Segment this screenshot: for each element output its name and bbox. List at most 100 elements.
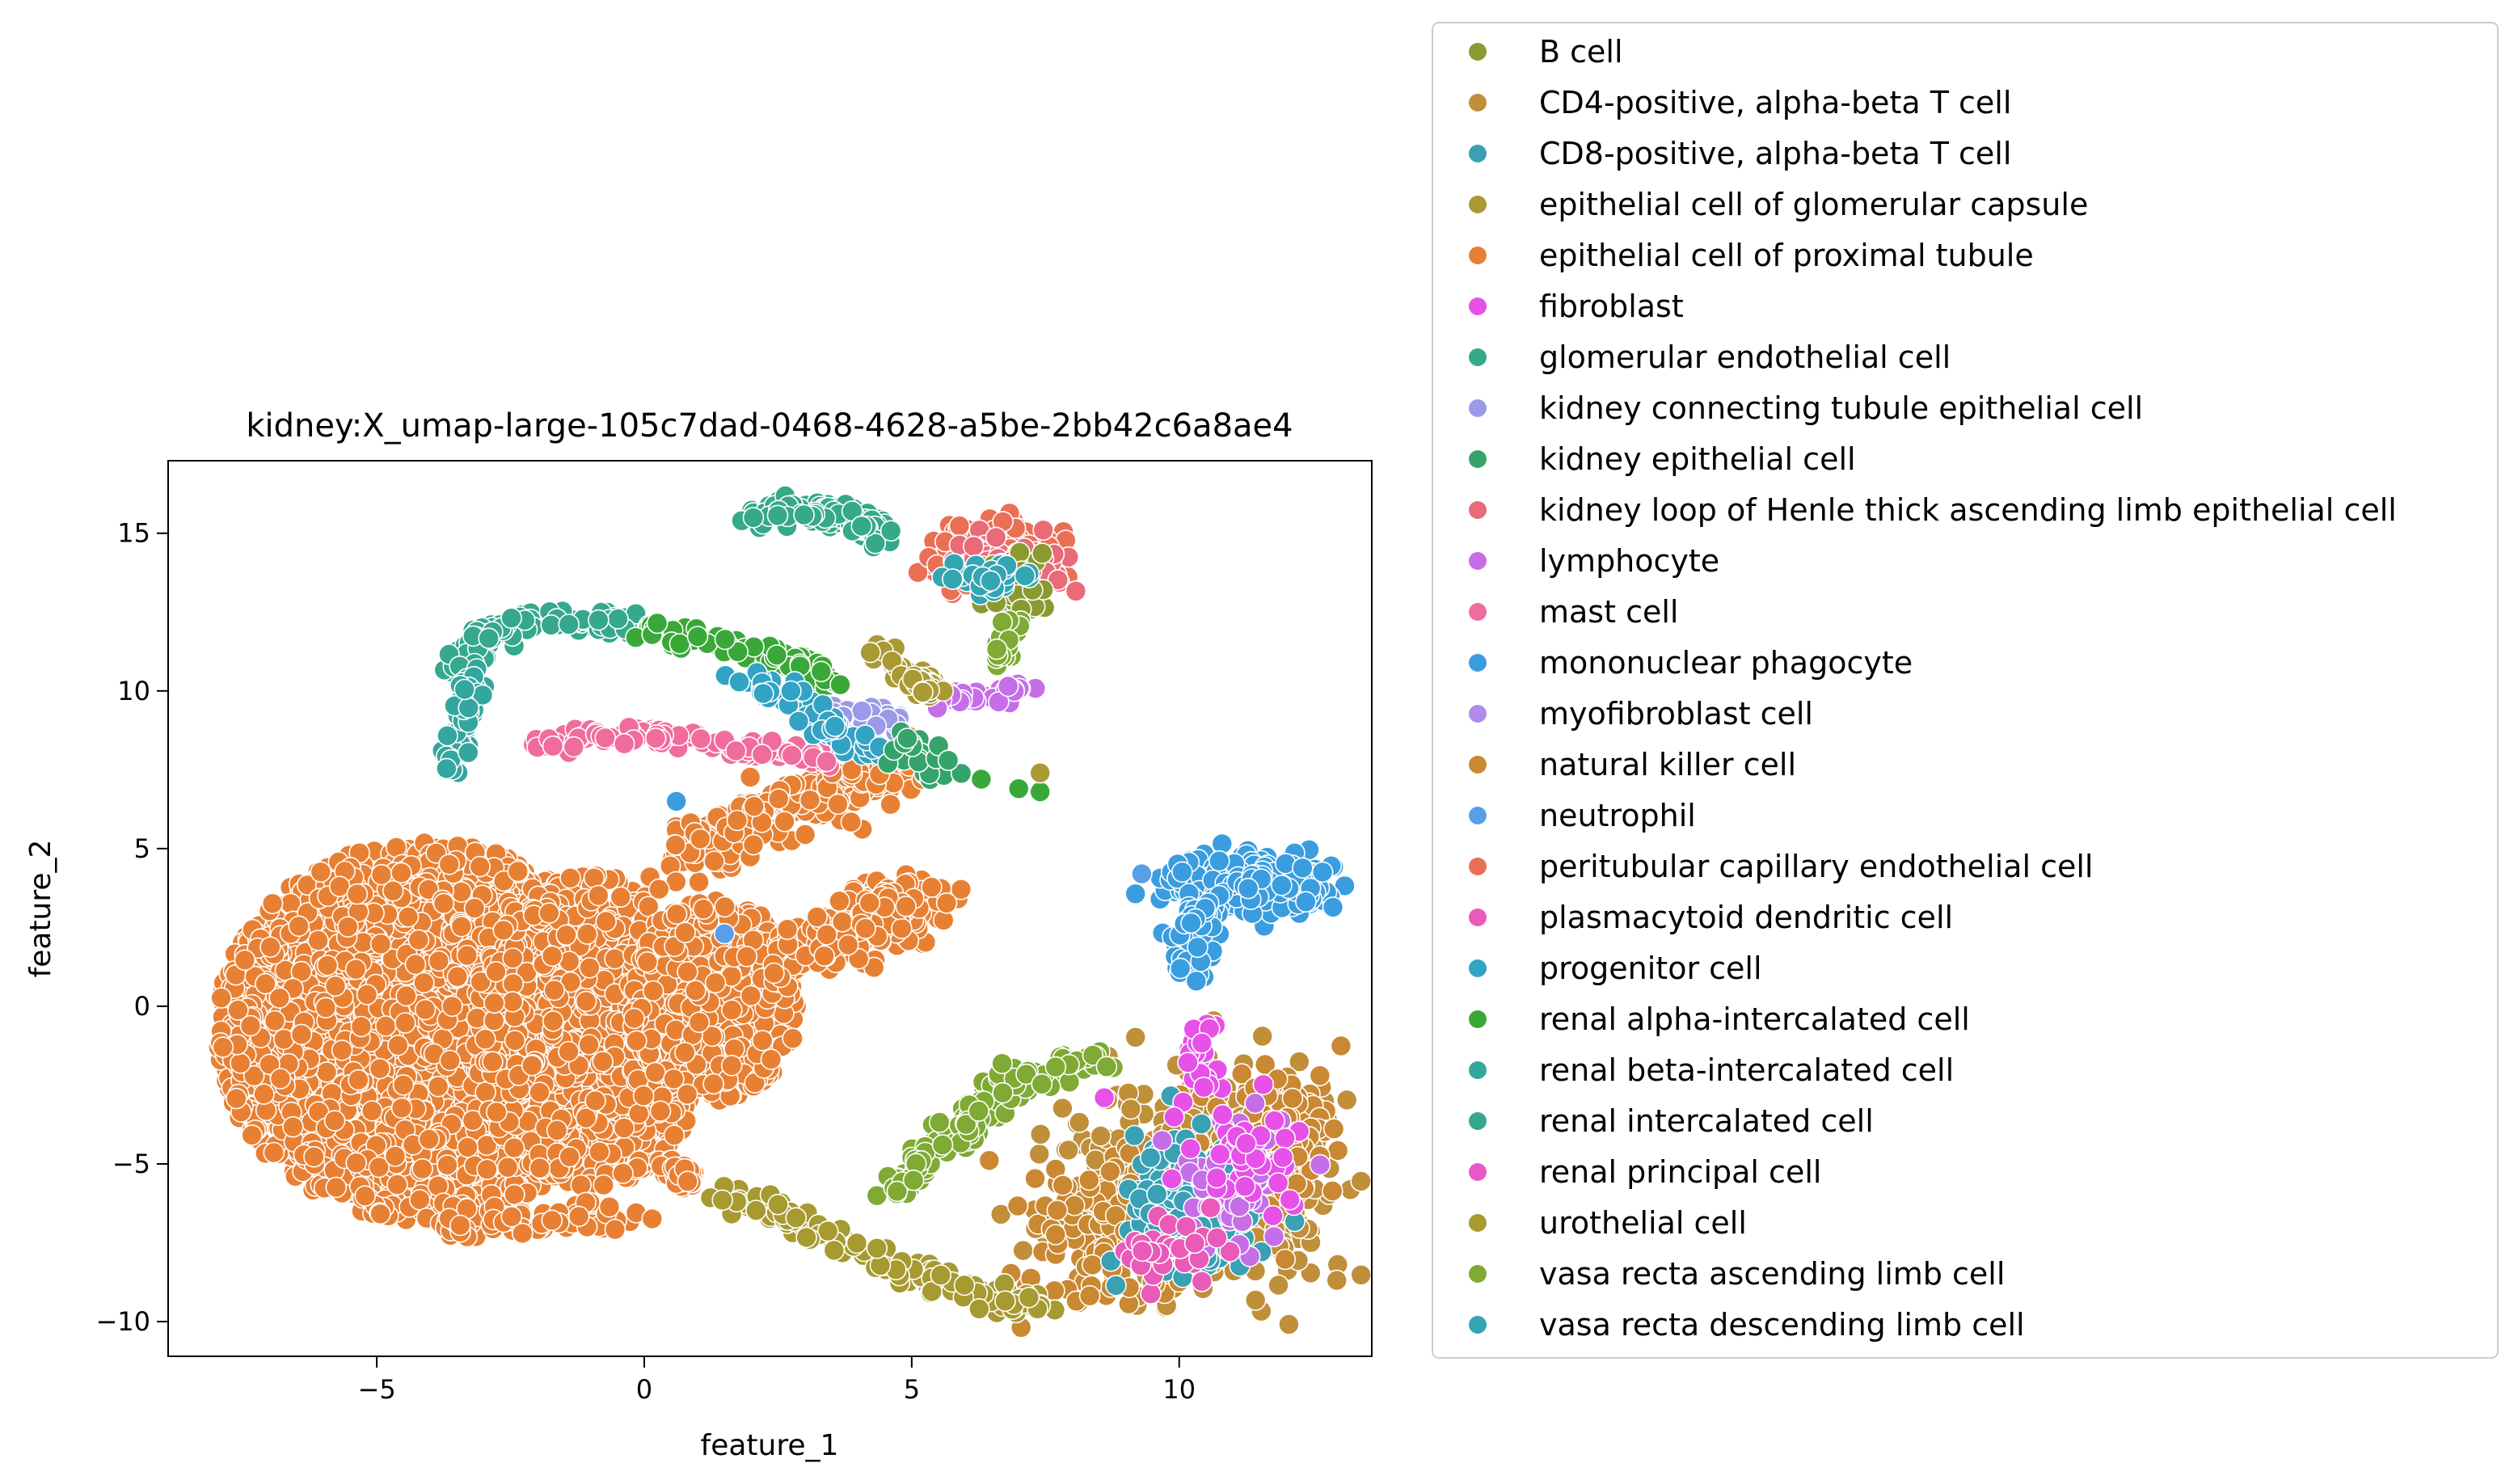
scatter-point: [427, 1075, 449, 1098]
scatter-point: [685, 980, 707, 1001]
scatter-point: [612, 1162, 634, 1184]
scatter-point: [583, 866, 605, 889]
scatter-point: [502, 947, 524, 969]
scatter-point: [584, 1090, 606, 1112]
scatter-point: [463, 897, 486, 919]
scatter-point: [776, 918, 799, 940]
scatter-point: [485, 961, 507, 983]
scatter-point: [310, 861, 332, 883]
scatter-point: [674, 921, 696, 943]
scatter-point: [382, 880, 404, 902]
scatter-point: [395, 984, 417, 1007]
scatter-point: [500, 607, 522, 630]
scatter-point: [578, 1034, 600, 1056]
scatter-point: [555, 924, 577, 946]
scatter-point: [428, 950, 450, 972]
scatter-point: [559, 867, 581, 889]
scatter-point: [816, 924, 838, 946]
scatter-point: [665, 903, 688, 925]
scatter-point: [346, 883, 369, 905]
scatter-point: [482, 1051, 504, 1073]
scatter-point: [646, 612, 669, 634]
scatter-point: [879, 520, 902, 542]
scatter-point: [858, 892, 881, 914]
scatter-point: [604, 1218, 626, 1241]
scatter-point: [345, 1152, 368, 1174]
scatter-point: [559, 1145, 580, 1168]
scatter-point: [793, 504, 815, 526]
scatter-point: [387, 1035, 409, 1056]
scatter-point: [740, 984, 762, 1007]
scatter-point: [356, 984, 378, 1005]
scatter-point: [331, 1039, 353, 1061]
scatter-point: [478, 627, 500, 650]
scatter-point: [337, 916, 359, 938]
scatter-point: [703, 850, 725, 872]
scatter-point: [450, 916, 473, 938]
chart-title: kidney:X_umap-large-105c7dad-0468-4628-a…: [246, 407, 1293, 445]
scatter-point: [546, 1119, 568, 1141]
scatter-point: [774, 811, 795, 833]
scatter-point: [450, 881, 473, 903]
scatter-point: [837, 934, 859, 956]
scatter-point: [674, 1041, 696, 1064]
scatter-point: [592, 1051, 614, 1073]
scatter-point: [390, 862, 412, 884]
scatter-point: [323, 1110, 346, 1132]
scatter-point: [895, 896, 917, 917]
scatter-point: [636, 951, 659, 973]
scatter-point: [234, 949, 256, 972]
scatter-point: [263, 1141, 285, 1164]
scatter-point: [854, 917, 876, 939]
scatter-point: [739, 766, 761, 788]
scatter-point: [269, 1068, 292, 1090]
scatter-point: [475, 1081, 496, 1103]
scatter-point: [521, 1054, 543, 1077]
scatter-point: [504, 1030, 526, 1052]
scatter-point: [736, 946, 758, 968]
scatter-point: [348, 1069, 369, 1091]
scatter-point: [507, 860, 529, 883]
scatter-point: [500, 1206, 523, 1228]
scatter-point: [264, 1010, 286, 1032]
scatter-point: [394, 1012, 416, 1034]
scatter-point: [212, 1036, 234, 1058]
scatter-point: [369, 933, 392, 955]
scatter-point: [344, 958, 367, 980]
scatter-point: [541, 1209, 563, 1232]
scatter-point: [663, 1124, 685, 1146]
scatter-point: [469, 855, 491, 878]
scatter-point: [641, 1208, 664, 1230]
scatter-point: [418, 1128, 441, 1150]
scatter-point: [644, 1061, 666, 1084]
scatter-point: [496, 1156, 519, 1178]
scatter-point: [686, 626, 709, 647]
scatter-point: [437, 1154, 458, 1176]
scatter-point: [935, 892, 958, 914]
scatter-point: [782, 1027, 804, 1049]
scatter-point: [760, 1048, 782, 1070]
scatter-point: [408, 1189, 431, 1211]
scatter-point: [413, 972, 435, 994]
scatter-point: [576, 923, 598, 945]
scatter-point: [474, 1028, 496, 1050]
scatter-point: [414, 998, 437, 1021]
scatter-point: [369, 1057, 391, 1080]
scatter-point: [626, 1030, 647, 1052]
scatter-point: [840, 811, 863, 833]
scatter-point: [411, 1157, 433, 1180]
scatter-point: [850, 515, 873, 538]
scatter-point: [438, 854, 461, 875]
scatter-point: [558, 613, 580, 635]
scatter-point: [676, 1083, 698, 1106]
scatter-point: [529, 1157, 551, 1179]
scatter-point: [891, 917, 913, 939]
scatter-point: [647, 878, 670, 900]
scatter-point: [623, 1007, 645, 1030]
scatter-point: [504, 1183, 525, 1206]
scatter-point: [921, 876, 943, 898]
scatter-point: [259, 936, 281, 958]
scatter-point: [543, 979, 566, 1001]
scatter-point: [361, 1100, 383, 1122]
